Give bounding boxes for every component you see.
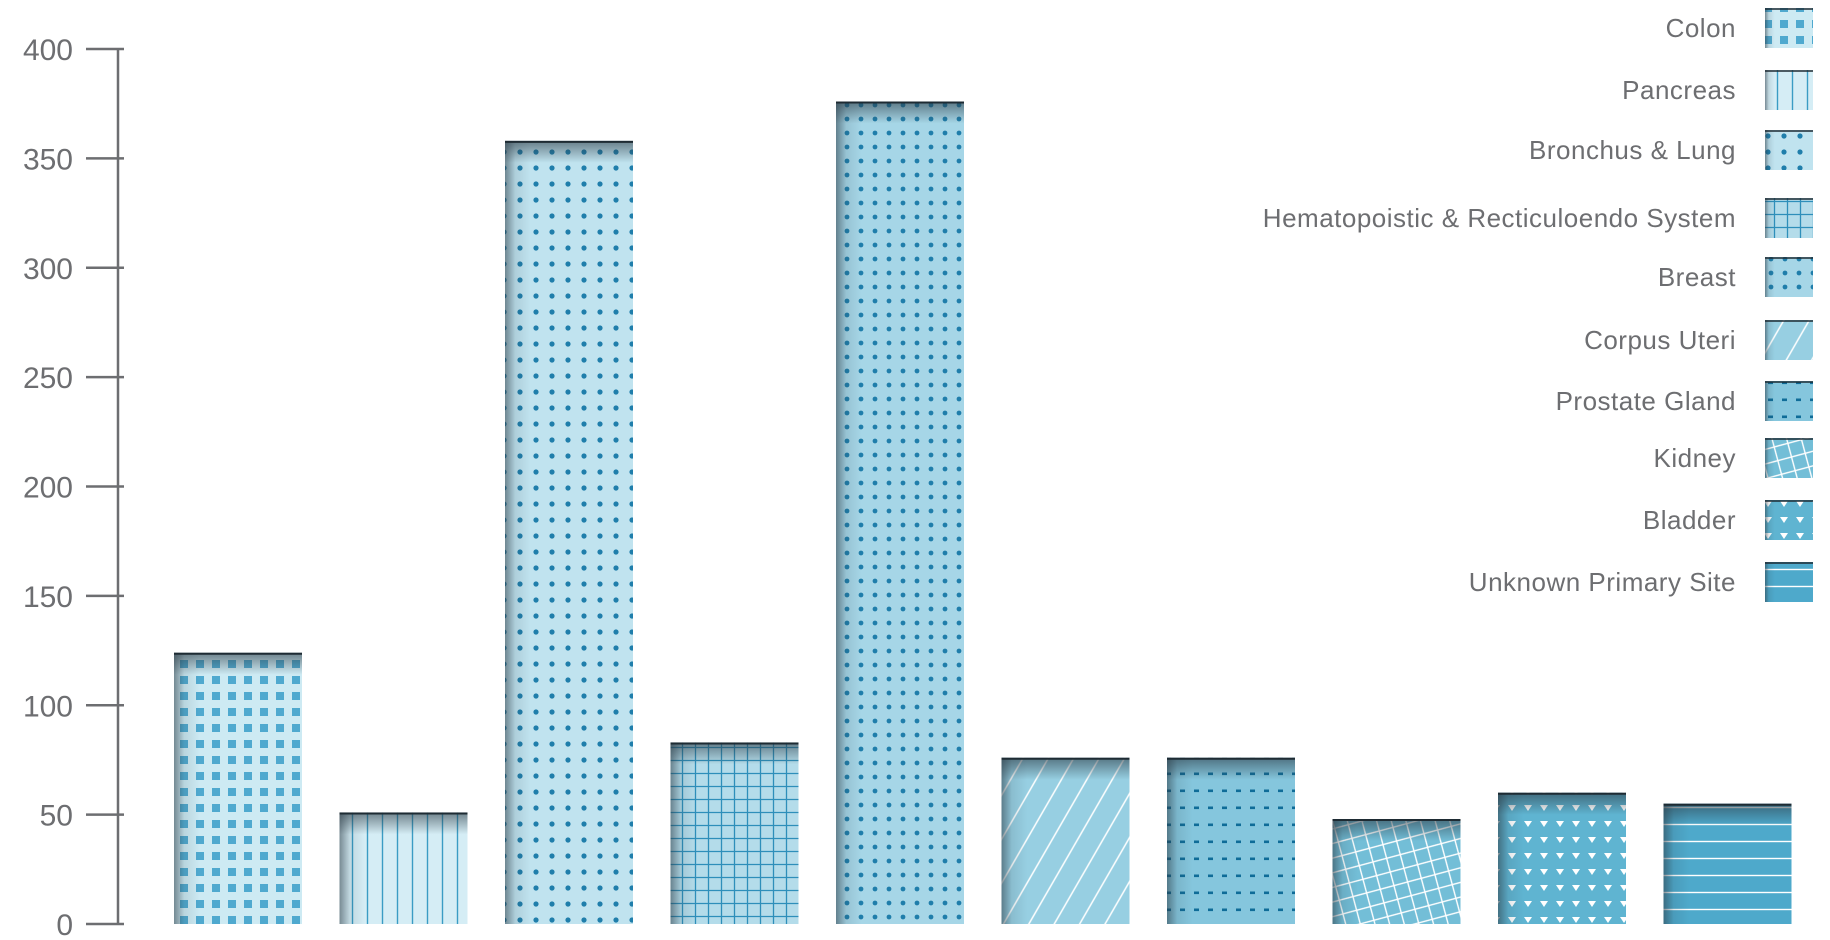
bar-shade-left	[1001, 757, 1130, 924]
legend-item: Hematopoistic & Recticuloendo System	[1263, 198, 1813, 238]
bar-8	[1332, 819, 1461, 924]
legend: Colon Pancreas Bronchus & Lung Hematopoisti…	[1263, 8, 1813, 602]
bar-shade-left	[1167, 757, 1295, 924]
legend-item: Prostate Gland	[1556, 381, 1813, 421]
y-tick-label: 100	[23, 690, 73, 723]
bar-shade-top	[1498, 792, 1626, 815]
legend-item: Corpus Uteri	[1584, 320, 1813, 360]
bar-shade-top	[1001, 757, 1130, 780]
legend-item: Colon	[1666, 8, 1813, 48]
legend-swatch-shade	[1765, 500, 1813, 540]
y-tick-label: 0	[56, 909, 73, 940]
y-axis: 0 50 100 150 200 250 300 350 400	[23, 34, 124, 940]
bar-2	[339, 812, 468, 924]
legend-swatch-shade	[1765, 257, 1813, 297]
bar-shade-left	[505, 140, 633, 924]
legend-label: Unknown Primary Site	[1469, 567, 1736, 597]
bar-shade-left	[670, 742, 799, 924]
bar-9	[1498, 792, 1626, 924]
bar-10	[1663, 803, 1792, 924]
bar-shade-top	[670, 742, 799, 765]
legend-swatch-shade	[1765, 130, 1813, 170]
legend-label: Corpus Uteri	[1584, 325, 1736, 355]
bar-shade-top	[1663, 803, 1792, 826]
bar-4	[670, 742, 799, 924]
bar-shade-top	[339, 812, 468, 835]
bar-1	[174, 652, 302, 924]
legend-label: Pancreas	[1622, 75, 1736, 105]
bar-5	[836, 101, 964, 924]
bar-7	[1167, 757, 1295, 924]
legend-item: Unknown Primary Site	[1469, 562, 1813, 602]
y-tick-label: 350	[23, 143, 73, 176]
legend-swatch-shade	[1765, 438, 1813, 478]
legend-item: Pancreas	[1622, 70, 1813, 110]
legend-label: Hematopoistic & Recticuloendo System	[1263, 203, 1736, 233]
bars	[174, 101, 1792, 924]
legend-item: Breast	[1658, 257, 1813, 297]
legend-swatch-shade	[1765, 8, 1813, 48]
bar-shade-left	[836, 101, 964, 924]
y-tick-label: 50	[40, 800, 73, 833]
legend-swatch-shade	[1765, 198, 1813, 238]
y-tick-label: 400	[23, 34, 73, 67]
legend-label: Bronchus & Lung	[1529, 135, 1736, 165]
y-tick-label: 150	[23, 581, 73, 614]
legend-item: Bladder	[1643, 500, 1813, 540]
bar-3	[505, 140, 633, 924]
legend-swatch-shade	[1765, 70, 1813, 110]
legend-item: Kidney	[1654, 438, 1813, 478]
legend-swatch-shade	[1765, 562, 1813, 602]
legend-label: Breast	[1658, 262, 1736, 292]
bar-shade-top	[505, 140, 633, 163]
bar-shade-top	[1167, 757, 1295, 780]
legend-swatch-shade	[1765, 381, 1813, 421]
legend-label: Colon	[1666, 13, 1736, 43]
bar-shade-left	[174, 652, 302, 924]
y-tick-label: 250	[23, 362, 73, 395]
legend-label: Prostate Gland	[1556, 386, 1736, 416]
bar-shade-top	[836, 101, 964, 124]
bar-shade-top	[174, 652, 302, 675]
legend-label: Bladder	[1643, 505, 1736, 535]
y-tick-label: 200	[23, 472, 73, 505]
legend-label: Kidney	[1654, 443, 1737, 473]
bar-6	[1001, 757, 1130, 924]
legend-item: Bronchus & Lung	[1529, 130, 1813, 170]
legend-swatch-shade	[1765, 320, 1813, 360]
y-tick-label: 300	[23, 253, 73, 286]
bar-shade-top	[1332, 819, 1461, 841]
